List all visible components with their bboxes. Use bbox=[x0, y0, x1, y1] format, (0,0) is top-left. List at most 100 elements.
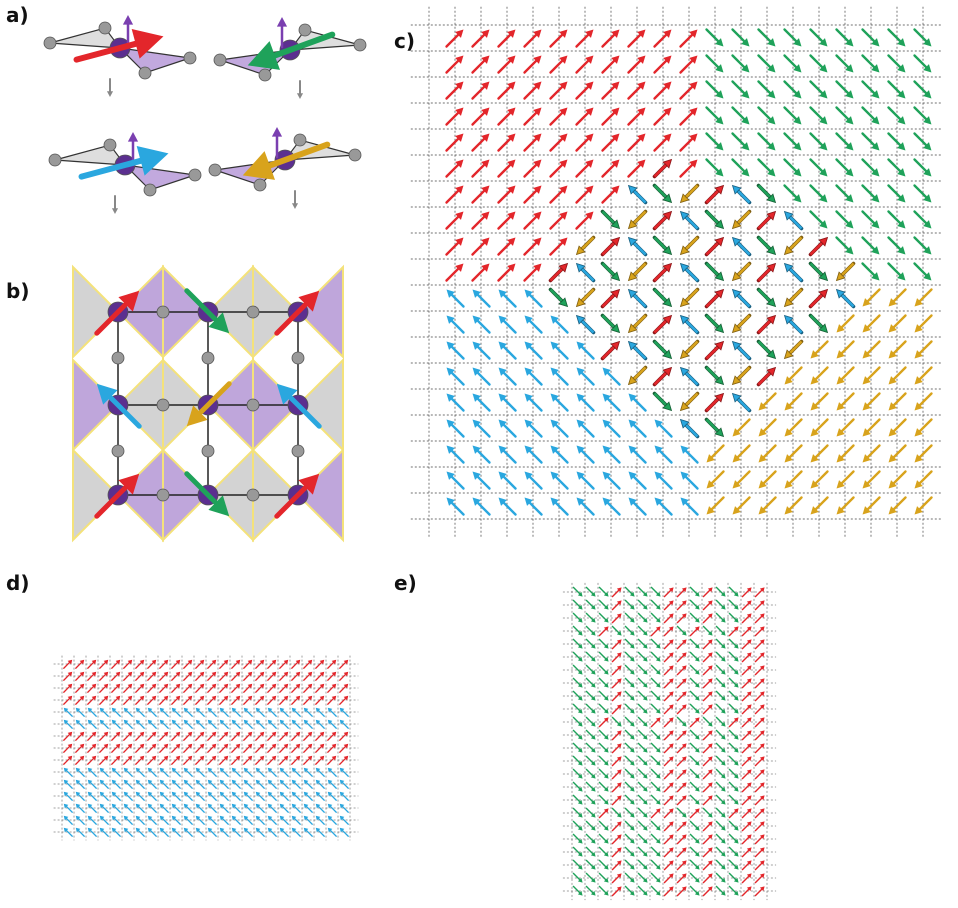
arrow-head bbox=[707, 639, 713, 645]
arrow-shaft bbox=[161, 829, 169, 837]
arrow-head bbox=[923, 272, 932, 281]
arrow-shaft bbox=[231, 661, 239, 669]
arrow-shaft bbox=[809, 158, 824, 173]
arrow-shaft bbox=[650, 846, 659, 855]
arrow-shaft bbox=[549, 288, 563, 302]
arrow-shaft bbox=[271, 31, 336, 59]
arrow-head bbox=[207, 719, 213, 725]
arrow-head bbox=[629, 617, 635, 623]
arrow-head bbox=[259, 731, 265, 737]
arrow bbox=[303, 671, 313, 681]
arrow-head bbox=[481, 159, 490, 168]
arrow-head bbox=[575, 262, 586, 273]
arrow-head bbox=[498, 289, 507, 298]
arrow bbox=[598, 768, 609, 779]
arrow-shaft bbox=[788, 444, 803, 459]
arrow-head bbox=[590, 773, 596, 779]
arrow-shaft bbox=[611, 615, 620, 624]
arrow-head bbox=[303, 719, 309, 725]
arrow-shaft bbox=[185, 781, 193, 789]
arrow-shaft bbox=[317, 817, 325, 825]
arrow bbox=[327, 731, 337, 741]
arrow-shaft bbox=[209, 709, 217, 717]
arrow-head bbox=[577, 799, 583, 805]
arrow-shaft bbox=[754, 680, 763, 689]
arrow bbox=[276, 17, 288, 49]
arrow-head bbox=[602, 367, 611, 376]
arrow-shaft bbox=[633, 314, 647, 328]
arrow-head bbox=[575, 297, 586, 308]
arrow bbox=[715, 807, 726, 818]
arrow bbox=[255, 695, 265, 705]
arrow-shaft bbox=[835, 106, 850, 121]
arrow-shaft bbox=[632, 397, 647, 412]
arrow bbox=[171, 803, 181, 813]
arrow-shaft bbox=[135, 661, 143, 669]
arrow-head bbox=[243, 779, 249, 785]
arrow-head bbox=[303, 815, 309, 821]
arrow-head bbox=[603, 591, 609, 597]
arrow-head bbox=[298, 290, 320, 312]
arrow-head bbox=[733, 838, 739, 844]
arrow-shaft bbox=[233, 817, 241, 825]
arrow bbox=[147, 719, 157, 729]
arrow-shaft bbox=[137, 781, 145, 789]
arrow-shaft bbox=[737, 314, 751, 328]
arrow-head bbox=[455, 159, 464, 168]
arrow-shaft bbox=[835, 210, 850, 225]
arrow-shaft bbox=[99, 661, 107, 669]
arrow-shaft bbox=[702, 862, 711, 871]
arrow-shaft bbox=[255, 757, 263, 765]
arrow bbox=[585, 755, 596, 766]
arrow-head bbox=[271, 659, 277, 665]
arrow bbox=[445, 185, 464, 204]
arrow-shaft bbox=[741, 589, 750, 598]
arrow-shaft bbox=[737, 242, 751, 256]
atom bbox=[258, 68, 272, 82]
arrow-head bbox=[714, 427, 725, 438]
arrow bbox=[611, 716, 622, 727]
arrow-shaft bbox=[913, 54, 928, 69]
arrow-shaft bbox=[101, 709, 109, 717]
arrow-shaft bbox=[123, 685, 131, 693]
arrow-shaft bbox=[840, 418, 855, 433]
arrow-head bbox=[616, 665, 622, 671]
arrow-shaft bbox=[624, 638, 633, 647]
arrow bbox=[757, 132, 776, 151]
arrow bbox=[231, 803, 241, 813]
arrow bbox=[663, 665, 674, 676]
arrow-shaft bbox=[754, 693, 763, 702]
arrow bbox=[339, 755, 349, 765]
arrow-head bbox=[629, 682, 635, 688]
arrow-head bbox=[303, 803, 309, 809]
arrow-shaft bbox=[185, 709, 193, 717]
arrow-head bbox=[319, 731, 325, 737]
arrow-shaft bbox=[274, 484, 309, 519]
arrow bbox=[572, 638, 583, 649]
arrow-head bbox=[533, 81, 542, 90]
arrow bbox=[602, 367, 621, 386]
arrow-head bbox=[327, 719, 333, 725]
arrow bbox=[572, 781, 583, 792]
arrow-shaft bbox=[757, 340, 771, 354]
arrow-head bbox=[123, 827, 129, 833]
arrow-shaft bbox=[341, 721, 349, 729]
arrow-shaft bbox=[637, 820, 646, 829]
arrow bbox=[783, 54, 802, 73]
arrow bbox=[650, 599, 661, 610]
arrow-head bbox=[103, 671, 109, 677]
arrow-head bbox=[67, 695, 73, 701]
arrow-head bbox=[171, 815, 177, 821]
arrow bbox=[171, 671, 181, 681]
arrow-shaft bbox=[572, 859, 581, 868]
arrow-head bbox=[767, 116, 776, 125]
arrow-shaft bbox=[554, 397, 569, 412]
arrow-head bbox=[147, 767, 153, 773]
arrow-head bbox=[681, 782, 687, 788]
arrow-shaft bbox=[171, 733, 179, 741]
arrow-shaft bbox=[887, 158, 902, 173]
arrow-shaft bbox=[293, 769, 301, 777]
arrow bbox=[611, 587, 622, 598]
arrow-shaft bbox=[305, 769, 313, 777]
arrow-shaft bbox=[575, 189, 590, 204]
